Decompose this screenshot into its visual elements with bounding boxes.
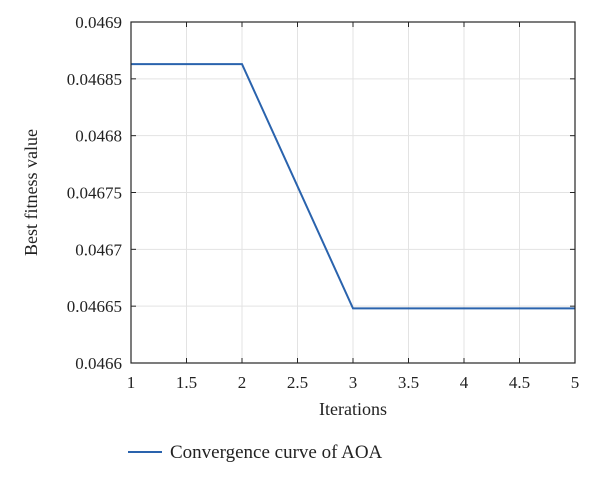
y-axis-title: Best fitness value [21, 129, 41, 256]
y-tick-label: 0.04665 [67, 297, 122, 316]
legend-label: Convergence curve of AOA [170, 442, 383, 463]
x-tick-labels: 1 1.5 2 2.5 3 3.5 4 4.5 5 [127, 373, 580, 392]
series-line-0 [131, 63, 575, 310]
x-tick-label: 4.5 [509, 373, 530, 392]
y-tick-label: 0.04685 [67, 70, 122, 89]
x-tick-label: 2.5 [287, 373, 308, 392]
x-axis-title: Iterations [319, 399, 387, 419]
y-tick-label: 0.0466 [75, 354, 122, 373]
y-tick-labels: 0.0466 0.04665 0.0467 0.04675 0.0468 0.04685 0… [67, 13, 123, 373]
x-tick-label: 1.5 [176, 373, 197, 392]
grid [130, 21, 576, 364]
y-tick-label: 0.0468 [75, 127, 122, 146]
x-tick-label: 3 [349, 373, 358, 392]
x-tick-label: 3.5 [398, 373, 419, 392]
legend: Convergence curve of AOA [128, 442, 383, 463]
x-tick-label: 2 [238, 373, 247, 392]
x-tick-label: 4 [460, 373, 469, 392]
axis-ticks [130, 21, 576, 364]
y-tick-label: 0.04675 [67, 184, 122, 203]
x-tick-label: 5 [571, 373, 580, 392]
y-tick-label: 0.0467 [75, 240, 122, 259]
x-tick-label: 1 [127, 373, 136, 392]
y-tick-label: 0.0469 [75, 13, 122, 32]
